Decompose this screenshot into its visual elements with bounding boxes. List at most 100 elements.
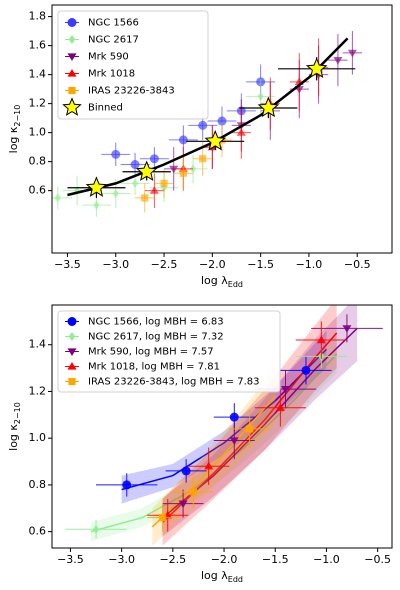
x-tick-label: −1.5 <box>247 258 274 271</box>
data-point <box>92 524 100 534</box>
data-point <box>236 128 246 136</box>
data-point <box>160 179 168 187</box>
x-axis-label-sub: Edd <box>228 575 243 584</box>
y-tick-label: 1.2 <box>29 384 47 397</box>
legend-label: NGC 2617 <box>88 35 139 46</box>
legend-marker <box>62 97 82 116</box>
y-axis-label-sub: 2−10 <box>13 402 22 424</box>
x-tick-label: −2.5 <box>159 553 186 566</box>
x-axis-label: log λEdd <box>201 569 243 584</box>
data-point <box>275 403 285 411</box>
legend: NGC 1566 NGC 2617 Mrk 590 Mrk 1018 IRAS 2322… <box>57 10 209 120</box>
data-point <box>93 200 100 210</box>
data-point <box>130 160 140 170</box>
x-tick-label: −3.5 <box>57 553 84 566</box>
y-tick-label: 1.2 <box>29 97 47 110</box>
data-point <box>257 91 264 101</box>
data-point <box>347 49 357 58</box>
legend-marker <box>67 69 77 77</box>
plot-area <box>52 31 363 217</box>
data-point <box>204 461 214 470</box>
data-point <box>111 149 121 159</box>
confidence-band <box>90 335 337 541</box>
confidence-band <box>121 330 327 504</box>
binned-point <box>305 57 328 78</box>
data-point <box>342 325 352 333</box>
legend-label: Mrk 590 <box>88 52 129 63</box>
legend-marker <box>67 362 77 370</box>
data-point <box>316 335 326 344</box>
plot-frame <box>51 4 393 254</box>
x-tick-label: −2.0 <box>211 553 238 566</box>
y-axis-label-main: log κ <box>7 126 20 153</box>
binned-point <box>135 160 158 181</box>
y-axis-label: log κ2−10 <box>7 402 22 451</box>
binned-point <box>204 130 226 151</box>
data-point <box>179 169 187 177</box>
legend-label: NGC 1566 <box>88 18 139 29</box>
y-tick-label: 0.8 <box>29 478 47 491</box>
data-point <box>229 412 239 422</box>
data-point <box>112 189 119 199</box>
y-tick-label: 1.6 <box>29 39 47 52</box>
data-point <box>54 193 61 203</box>
x-axis-label-main: log λ <box>201 569 228 582</box>
x-tick-label: −2.5 <box>151 258 178 271</box>
data-point <box>280 385 290 394</box>
data-point <box>178 500 188 509</box>
y-tick-label: 1.0 <box>29 126 47 139</box>
legend-box <box>57 10 209 120</box>
data-point <box>246 425 254 433</box>
legend-marker <box>67 348 77 356</box>
data-point <box>169 165 179 174</box>
legend: NGC 1566, log MBH = 6.83 NGC 2617, log MB… <box>57 310 281 393</box>
legend-label: Mrk 590, log MBH = 7.57 <box>88 347 214 358</box>
y-tick-label: 1.4 <box>29 68 47 81</box>
plot-area <box>65 305 383 546</box>
legend-label: IRAS 23226-3843 <box>88 86 175 97</box>
data-point <box>122 480 132 490</box>
data-point <box>333 56 343 65</box>
legend-label: Binned <box>88 103 123 114</box>
y-axis-label: log κ2−10 <box>7 105 22 154</box>
legend-label: NGC 2617, log MBH = 7.32 <box>88 332 224 343</box>
data-point <box>189 164 197 174</box>
data-point <box>149 186 159 194</box>
x-tick-label: −1.0 <box>296 258 323 271</box>
x-tick-label: −0.5 <box>344 258 371 271</box>
x-tick-label: −3.0 <box>108 553 135 566</box>
y-tick-label: 1.0 <box>29 431 47 444</box>
x-tick-label: −1.0 <box>313 553 340 566</box>
plot-frame <box>51 304 393 549</box>
y-axis-label-main: log κ <box>7 424 20 451</box>
y-tick-label: 1.8 <box>29 10 47 23</box>
x-axis-label-sub: Edd <box>228 280 243 289</box>
panel: −3.5 −3.0 −2.5 −2.0 −1.5 −1.0 −0.5 0.6 0.8 1.0 1.2… <box>7 304 393 584</box>
data-point <box>178 135 188 145</box>
x-tick-label: −2.0 <box>199 258 226 271</box>
x-tick-label: −1.5 <box>262 553 289 566</box>
y-tick-label: 0.6 <box>29 525 47 538</box>
legend-label: IRAS 23226-3843, log MBH = 7.83 <box>88 377 260 388</box>
x-tick-label: −3.5 <box>54 258 81 271</box>
y-tick-label: 0.8 <box>29 155 47 168</box>
data-point <box>198 120 208 130</box>
fit-curve <box>151 395 276 528</box>
legend-marker <box>67 53 77 61</box>
data-point <box>141 194 149 202</box>
data-point <box>199 155 207 163</box>
data-point <box>159 514 167 522</box>
x-axis-label: log λEdd <box>201 274 243 289</box>
legend-label: Mrk 1018, log MBH = 7.81 <box>88 362 220 373</box>
data-point <box>181 466 191 476</box>
data-point <box>189 488 197 496</box>
binned-point <box>85 176 108 197</box>
y-tick-label: 1.4 <box>29 338 47 351</box>
data-point <box>217 116 227 126</box>
binned-point <box>257 96 280 118</box>
data-point <box>301 365 311 375</box>
fit-curve <box>121 348 327 491</box>
y-axis-label-sub: 2−10 <box>13 105 22 127</box>
data-point <box>149 154 159 164</box>
x-axis-label-main: log λ <box>201 274 228 287</box>
